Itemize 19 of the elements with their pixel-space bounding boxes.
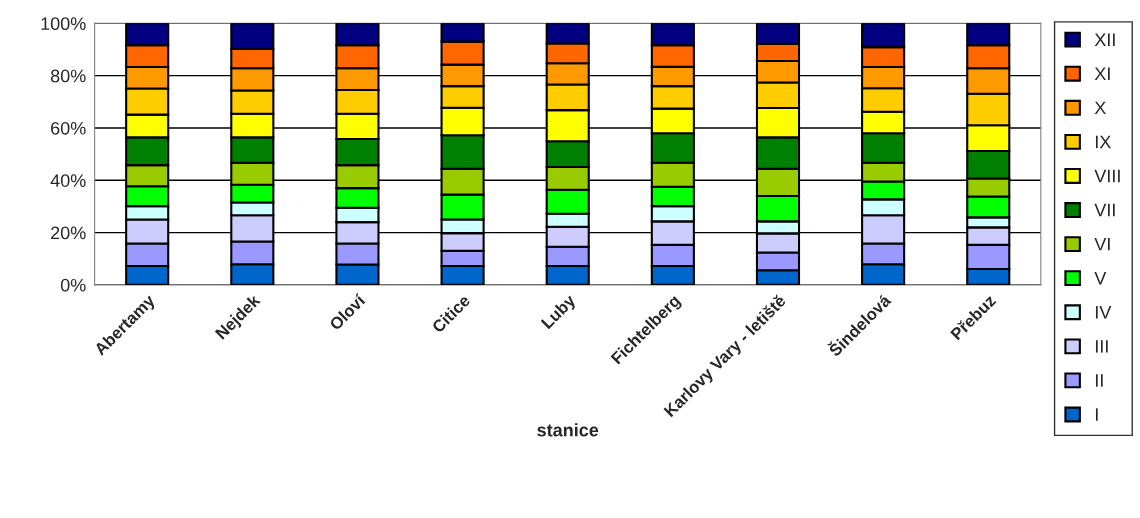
y-tick-label: 0% [60, 278, 86, 292]
y-tick-label: 20% [51, 226, 86, 240]
legend-label: IV [1095, 306, 1112, 319]
legend-label: X [1094, 101, 1106, 115]
legend-label: I [1095, 408, 1098, 421]
legend-label: II [1095, 374, 1103, 387]
y-tick-label: 80% [50, 69, 86, 83]
legend-label: III [1095, 340, 1108, 353]
legend-label: VI [1094, 237, 1110, 251]
x-axis-title: stanice [537, 423, 599, 437]
legend-label: XI [1094, 67, 1110, 80]
y-tick-label: 60% [51, 121, 86, 135]
legend-label: VIII [1094, 169, 1120, 183]
legend-label: IX [1095, 135, 1111, 149]
legend-label: VII [1094, 203, 1115, 217]
legend-label: XII [1094, 33, 1115, 46]
legend-label: V [1094, 272, 1107, 285]
y-tick-label: 100% [41, 17, 86, 31]
y-tick-label: 40% [50, 174, 86, 187]
